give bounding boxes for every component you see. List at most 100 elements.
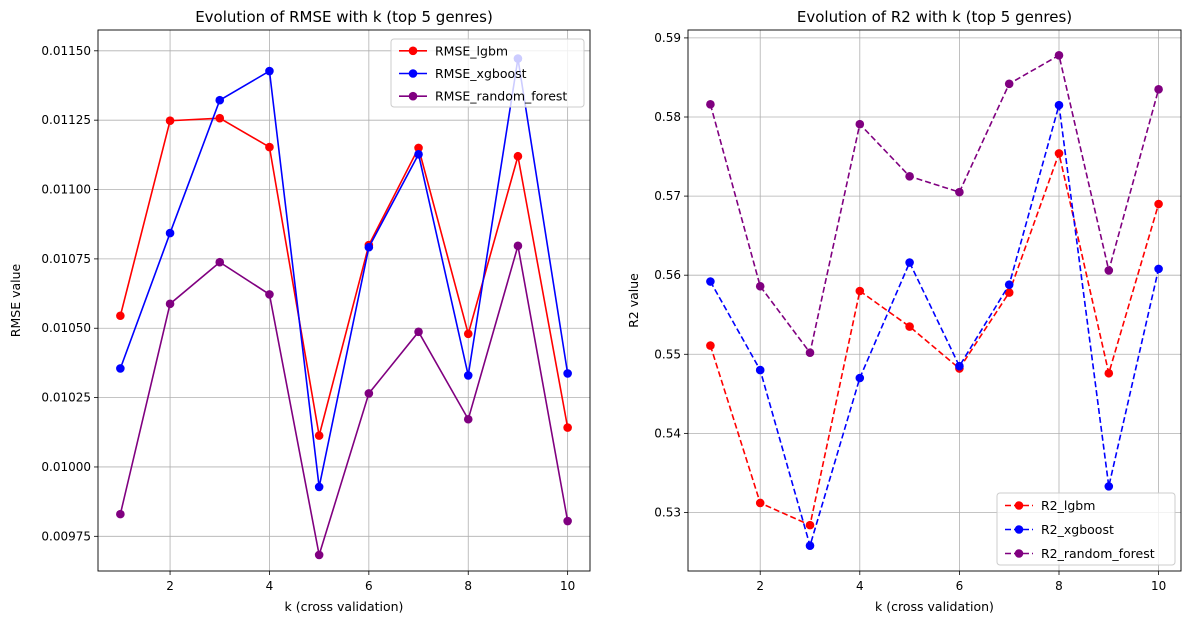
data-point — [1054, 149, 1064, 158]
data-point — [1104, 266, 1114, 275]
chart-title: Evolution of R2 with k (top 5 genres) — [797, 8, 1072, 26]
x-tick-label: 8 — [1055, 579, 1063, 593]
y-tick-label: 0.58 — [654, 110, 681, 124]
x-tick-label: 6 — [956, 579, 964, 593]
y-tick-label: 0.56 — [654, 268, 681, 282]
series-line — [119, 245, 569, 556]
x-tick-label: 2 — [756, 579, 764, 593]
data-point — [414, 149, 423, 159]
data-point — [563, 423, 572, 432]
series-line — [119, 117, 569, 436]
data-point — [265, 66, 274, 76]
axes-frame — [97, 29, 591, 572]
y-tick-label: 0.01050 — [41, 321, 91, 335]
data-point — [563, 516, 572, 526]
y-tick-label: 0.00975 — [41, 529, 91, 543]
data-point — [463, 329, 473, 339]
chart-title: Evolution of RMSE with k (top 5 genres) — [195, 8, 493, 26]
data-point — [905, 258, 914, 267]
legend-label: RMSE_lgbm — [435, 43, 508, 58]
y-tick-label: 0.57 — [654, 189, 681, 203]
legend-label: RMSE_random_forest — [435, 89, 567, 104]
data-point — [414, 143, 423, 153]
data-point — [1154, 199, 1163, 209]
series-R2_lgbm — [706, 149, 1163, 530]
data-point — [463, 414, 473, 424]
x-axis-label: k (cross validation) — [285, 599, 404, 614]
data-point — [706, 341, 715, 350]
y-tick-label: 0.01125 — [41, 113, 91, 127]
y-tick-label: 0.59 — [654, 31, 681, 45]
x-tick-label: 6 — [365, 579, 373, 593]
data-point — [116, 509, 125, 519]
data-point — [1004, 79, 1014, 89]
data-point — [513, 241, 523, 251]
x-tick-label: 2 — [166, 579, 174, 593]
legend-marker — [1014, 549, 1024, 558]
data-point — [116, 364, 125, 373]
series-line — [709, 150, 1160, 527]
legend: RMSE_lgbm RMSE_xgboost RMSE_random_forest — [390, 38, 585, 108]
data-point — [414, 327, 423, 337]
y-tick-label: 0.01025 — [41, 391, 91, 405]
legend-box — [996, 492, 1176, 566]
legend-label: R2_random_forest — [1041, 546, 1155, 561]
data-point — [364, 242, 374, 252]
y-tick-label: 0.01075 — [41, 252, 91, 266]
data-point — [1054, 100, 1064, 110]
legend-marker — [408, 69, 418, 78]
data-point — [805, 520, 815, 530]
series-line — [709, 104, 1160, 549]
data-point — [706, 100, 715, 109]
x-tick-label: 10 — [1151, 579, 1166, 593]
data-point — [1154, 85, 1163, 94]
series-line — [119, 58, 569, 488]
series-line — [709, 54, 1160, 355]
data-point — [165, 116, 175, 126]
data-point — [314, 550, 324, 560]
data-point — [265, 142, 274, 152]
y-tick-label: 0.54 — [654, 426, 681, 440]
data-point — [955, 361, 964, 371]
data-point — [314, 431, 324, 440]
legend: R2_lgbm R2_xgboost R2_random_forest — [996, 492, 1176, 566]
data-point — [755, 281, 765, 291]
series-RMSE_random_forest — [116, 241, 572, 560]
data-point — [116, 311, 125, 321]
legend-label: R2_lgbm — [1041, 498, 1095, 513]
data-point — [855, 119, 865, 129]
y-axis-label: R2 value — [626, 273, 641, 328]
data-point — [805, 541, 815, 550]
legend-label: RMSE_xgboost — [435, 66, 527, 81]
data-point — [1054, 51, 1064, 60]
data-point — [855, 286, 865, 296]
data-point — [755, 365, 765, 375]
data-point — [1004, 288, 1014, 297]
data-point — [1004, 280, 1014, 289]
data-point — [463, 371, 473, 380]
data-point — [215, 95, 225, 105]
data-point — [314, 482, 324, 492]
y-tick-label: 0.01100 — [41, 183, 91, 197]
data-point — [1104, 368, 1114, 378]
legend-marker — [1014, 501, 1024, 510]
data-point — [1104, 482, 1114, 491]
legend-label: R2_xgboost — [1041, 522, 1114, 537]
x-tick-label: 8 — [464, 579, 472, 593]
data-point — [855, 373, 865, 383]
legend-marker — [408, 46, 418, 56]
data-point — [755, 498, 765, 508]
data-point — [215, 113, 225, 123]
data-point — [1154, 264, 1163, 274]
data-point — [364, 389, 374, 398]
series-R2_xgboost — [706, 100, 1163, 550]
x-tick-label: 4 — [856, 579, 864, 593]
data-point — [215, 257, 225, 267]
y-tick-label: 0.55 — [654, 347, 681, 361]
legend-marker — [1014, 525, 1024, 534]
x-tick-label: 10 — [560, 579, 575, 593]
data-point — [905, 322, 914, 331]
data-point — [905, 172, 914, 181]
